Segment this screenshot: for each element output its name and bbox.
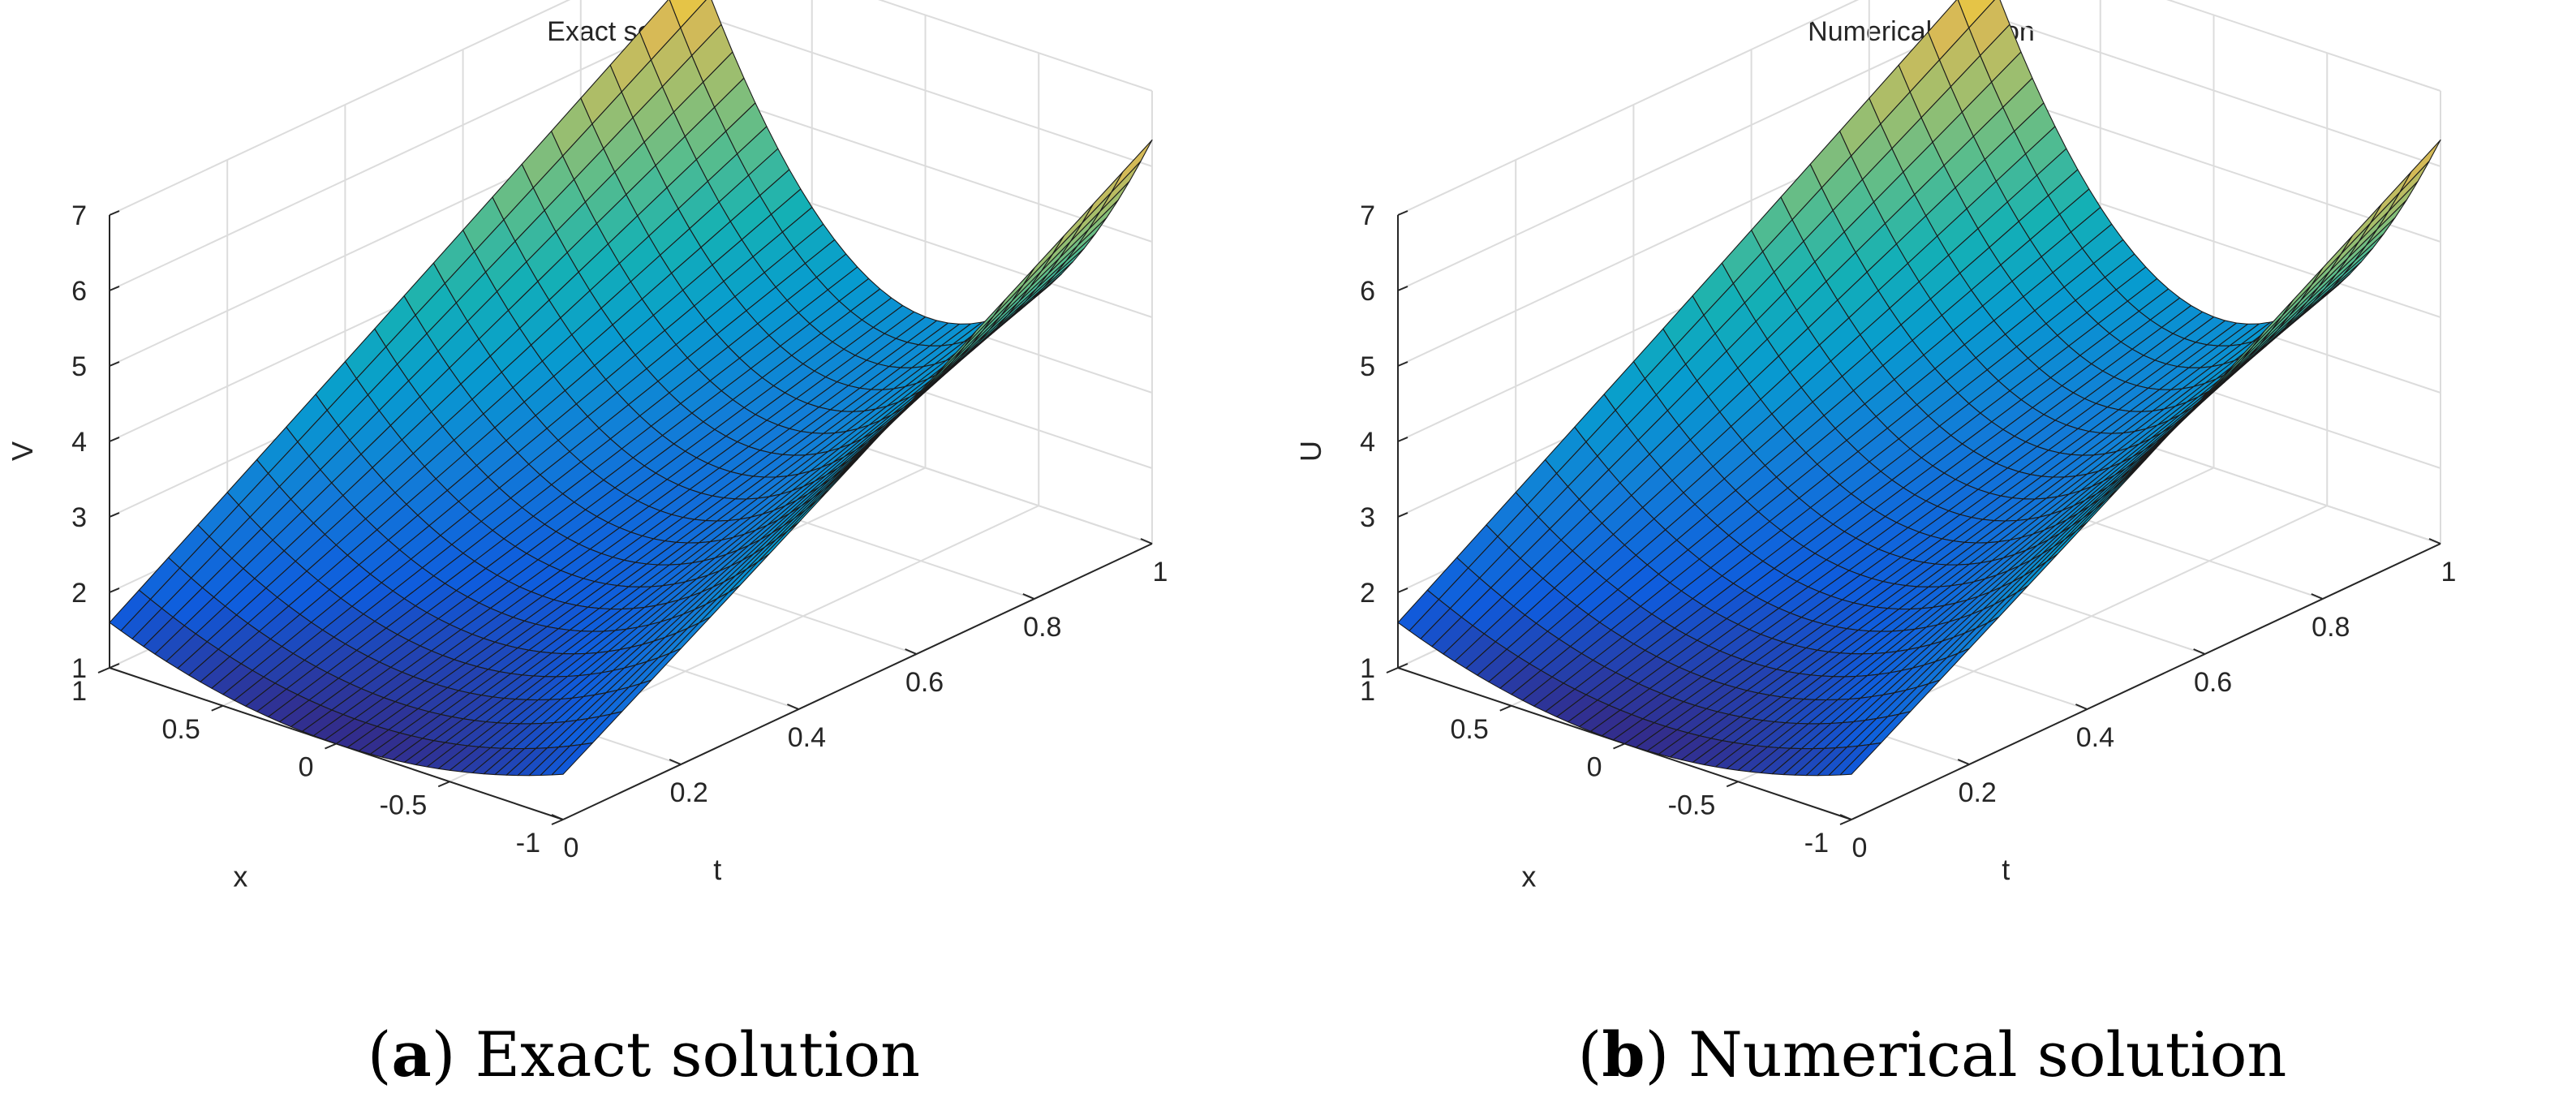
- chart-b-t-axis: [1851, 543, 2441, 820]
- chart-a-z-tick-label: 5: [71, 351, 87, 382]
- chart-a-t-tick-label: 0.6: [905, 667, 944, 698]
- chart-a-x-tick-label: 1: [71, 676, 87, 707]
- caption-a-text: Exact solution: [475, 1018, 921, 1091]
- chart-b-t-tick-label: 0.6: [2194, 667, 2232, 698]
- chart-b-t-label: t: [2002, 853, 2010, 886]
- chart-b-x-label: x: [1521, 860, 1536, 893]
- chart-a-t-tick-label: 0.4: [788, 722, 826, 753]
- chart-a-surface-patch: [109, 589, 151, 631]
- chart-a-z-label: V: [6, 441, 39, 461]
- chart-a-x-label: x: [233, 860, 247, 893]
- chart-b-z-tick-label: 2: [1360, 578, 1375, 609]
- chart-a-z-tick-label: 1: [71, 653, 87, 684]
- chart-b-x-tick-label: -0.5: [1668, 790, 1716, 820]
- chart-panel-numerical: Numerical solution1234567-1-0.500.5100.2…: [1294, 0, 2456, 893]
- chart-a-x-tick-label: -0.5: [380, 790, 428, 820]
- caption-b: (b) Numerical solution: [1577, 1018, 2287, 1091]
- chart-panel-exact: Exact solution1234567-1-0.500.5100.20.40…: [6, 0, 1168, 893]
- chart-b-t-tick-label: 0.4: [2076, 722, 2114, 753]
- chart-b-surface-patch: [1397, 589, 1439, 631]
- chart-b-z-tick-label: 6: [1360, 276, 1375, 307]
- chart-b-x-tick-label: -1: [1804, 828, 1829, 859]
- chart-b-x-tick-label: 0: [1587, 752, 1602, 783]
- chart-a-z-tick-label: 4: [71, 427, 87, 458]
- chart-a-t-tick-label: 1: [1153, 557, 1168, 587]
- chart-a-plot: Exact solution1234567-1-0.500.5100.20.40…: [6, 0, 1168, 893]
- caption-b-text: Numerical solution: [1688, 1018, 2287, 1091]
- chart-b-z-tick-label: 5: [1360, 351, 1375, 382]
- chart-a-surface-patch: [1111, 139, 1153, 193]
- chart-a-surface-patch: [1099, 161, 1142, 213]
- chart-b-z-label: U: [1294, 441, 1327, 462]
- chart-a-t-axis: [562, 543, 1153, 820]
- chart-b-axes: 1 2 3 4 5 6 7 -1 -0.5 0 0.5 1 0 0.2 0.4 0.6 0.8 1 Ux t: [1294, 200, 2456, 893]
- chart-b-z-tick-label: 7: [1360, 200, 1375, 231]
- chart-b-z-tick-label: 4: [1360, 427, 1375, 458]
- chart-a-t-label: t: [713, 853, 721, 886]
- chart-b-t-tick-label: 0.8: [2312, 612, 2350, 643]
- chart-a-z-tick-label: 6: [71, 276, 87, 307]
- chart-b-surface: [1397, 0, 2441, 777]
- caption-a-letter: a: [391, 1018, 432, 1091]
- chart-b-plot: Numerical solution1234567-1-0.500.5100.2…: [1294, 0, 2456, 893]
- chart-a-x-tick-label: 0: [299, 752, 314, 783]
- chart-a-z-tick-label: 3: [71, 502, 87, 533]
- chart-a-t-tick-label: 0.8: [1023, 612, 1061, 643]
- caption-a: (a) Exact solution: [367, 1018, 921, 1091]
- chart-b-z-tick-label: 1: [1360, 653, 1375, 684]
- chart-a-t-tick-label: 0.2: [670, 777, 708, 808]
- chart-a-x-tick-label: -1: [516, 828, 540, 859]
- chart-a-t-tick-label: 0: [564, 833, 579, 863]
- chart-b-t-tick-label: 0.2: [1959, 777, 1997, 808]
- chart-b-x-tick-label: 0.5: [1450, 714, 1488, 745]
- chart-b-surface-patch: [2388, 161, 2430, 213]
- chart-b-t-tick-label: 1: [2441, 557, 2457, 587]
- chart-a-surface: [109, 0, 1153, 777]
- chart-a-z-tick-label: 2: [71, 578, 87, 609]
- caption-b-letter: b: [1602, 1018, 1645, 1091]
- chart-b-z-tick-label: 3: [1360, 502, 1375, 533]
- chart-b-x-tick-label: 1: [1360, 676, 1375, 707]
- chart-b-t-tick-label: 0: [1852, 833, 1868, 863]
- chart-a-x-tick-label: 0.5: [161, 714, 200, 745]
- chart-b-surface-patch: [2399, 139, 2441, 193]
- chart-a-axes: 1 2 3 4 5 6 7 -1 -0.5 0 0.5 1 0 0.2 0.4 0.6 0.8 1 Vx t: [6, 200, 1168, 893]
- chart-a-z-tick-label: 7: [71, 200, 87, 231]
